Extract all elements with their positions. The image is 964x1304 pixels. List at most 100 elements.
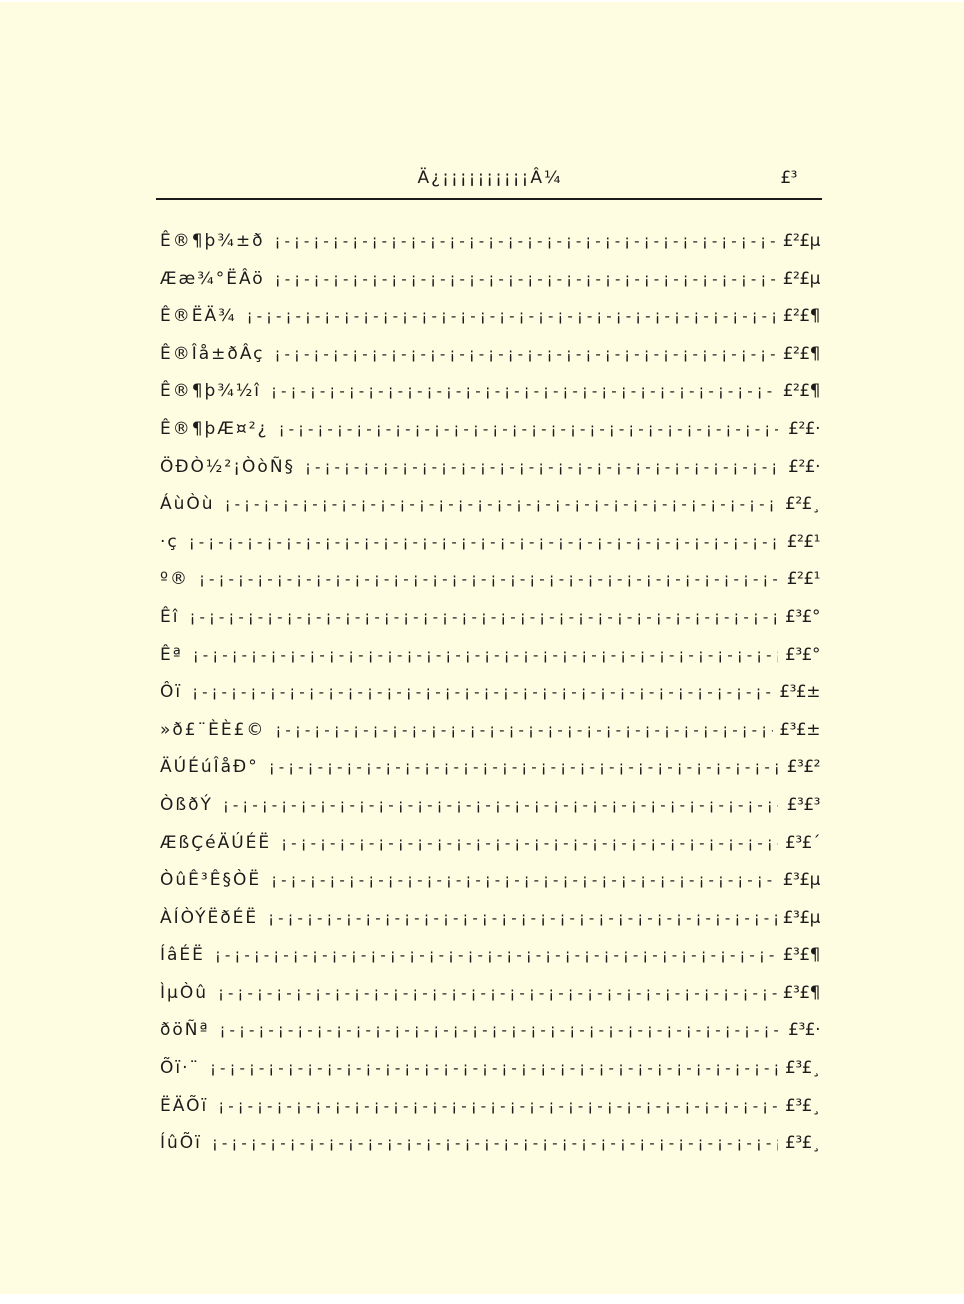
toc-entry: Ê®Îå±ðÂç ¡-¡-¡-¡-¡-¡-¡-¡-¡-¡-¡-¡-¡-¡-¡-¡… — [160, 336, 821, 374]
toc-entry-title: Õï·¨ — [160, 1058, 201, 1079]
dot-leader: ¡-¡-¡-¡-¡-¡-¡-¡-¡-¡-¡-¡-¡-¡-¡-¡-¡-¡-¡-¡-… — [218, 1096, 778, 1115]
toc-entry-page: £³£± — [779, 719, 820, 740]
dot-leader: ¡-¡-¡-¡-¡-¡-¡-¡-¡-¡-¡-¡-¡-¡-¡-¡-¡-¡-¡-¡-… — [210, 1059, 778, 1078]
dot-leader: ¡-¡-¡-¡-¡-¡-¡-¡-¡-¡-¡-¡-¡-¡-¡-¡-¡-¡-¡-¡-… — [274, 232, 776, 250]
toc-entry-title: Êî — [160, 606, 180, 627]
toc-entry-title: ðöÑª — [160, 1020, 210, 1041]
toc-entry-page: £³£¸ — [785, 1095, 820, 1116]
toc-entry-title: ÖÐÒ½²¡ÒòÑ§ — [160, 456, 296, 477]
dot-leader: ¡-¡-¡-¡-¡-¡-¡-¡-¡-¡-¡-¡-¡-¡-¡-¡-¡-¡-¡-¡-… — [271, 871, 777, 890]
page-title: Ä¿¡¡¡¡¡¡¡¡¡¡Â¼ — [417, 168, 563, 188]
toc-entry: ÌµÒû ¡-¡-¡-¡-¡-¡-¡-¡-¡-¡-¡-¡-¡-¡-¡-¡-¡-¡… — [160, 975, 821, 1013]
toc-entry: »ð£¨ÈÈ£© ¡-¡-¡-¡-¡-¡-¡-¡-¡-¡-¡-¡-¡-¡-¡-¡… — [160, 712, 820, 750]
toc-entry-title: Ê®ËÄ¾­ — [160, 306, 237, 327]
header-rule — [156, 198, 822, 200]
dot-leader: ¡-¡-¡-¡-¡-¡-¡-¡-¡-¡-¡-¡-¡-¡-¡-¡-¡-¡-¡-¡-… — [271, 382, 777, 401]
page-header: Ä¿¡¡¡¡¡¡¡¡¡¡Â¼ £³ — [160, 168, 820, 194]
dot-leader: ¡-¡-¡-¡-¡-¡-¡-¡-¡-¡-¡-¡-¡-¡-¡-¡-¡-¡-¡-¡-… — [278, 419, 778, 438]
dot-leader: ¡-¡-¡-¡-¡-¡-¡-¡-¡-¡-¡-¡-¡-¡-¡-¡-¡-¡-¡-¡-… — [211, 1134, 778, 1153]
toc-entry-page: £²£µ — [782, 268, 821, 289]
dot-leader: ¡-¡-¡-¡-¡-¡-¡-¡-¡-¡-¡-¡-¡-¡-¡-¡-¡-¡-¡-¡-… — [275, 720, 773, 739]
dot-leader: ¡-¡-¡-¡-¡-¡-¡-¡-¡-¡-¡-¡-¡-¡-¡-¡-¡-¡-¡-¡-… — [274, 344, 777, 363]
toc-entry-page: £³£¸ — [785, 1058, 820, 1079]
toc-entry-page: £²£¶ — [782, 381, 821, 402]
dot-leader: ¡-¡-¡-¡-¡-¡-¡-¡-¡-¡-¡-¡-¡-¡-¡-¡-¡-¡-¡-¡-… — [305, 457, 778, 476]
toc-entry-page: £³£´ — [785, 832, 820, 853]
toc-entry: Êª ¡-¡-¡-¡-¡-¡-¡-¡-¡-¡-¡-¡-¡-¡-¡-¡-¡-¡-¡… — [160, 637, 821, 675]
toc-entry-title: ÒûÊ³Ê§ÒË — [160, 870, 262, 891]
toc-entry: ËÄÕï ¡-¡-¡-¡-¡-¡-¡-¡-¡-¡-¡-¡-¡-¡-¡-¡-¡-¡… — [160, 1088, 821, 1126]
toc-entry: Õï·¨ ¡-¡-¡-¡-¡-¡-¡-¡-¡-¡-¡-¡-¡-¡-¡-¡-¡-¡… — [160, 1050, 821, 1088]
toc-entry: ÁùÒù ¡-¡-¡-¡-¡-¡-¡-¡-¡-¡-¡-¡-¡-¡-¡-¡-¡-¡… — [160, 486, 821, 524]
toc-entry-title: Ê®¶þÆ¤²¿ — [160, 418, 269, 439]
dot-leader: ¡-¡-¡-¡-¡-¡-¡-¡-¡-¡-¡-¡-¡-¡-¡-¡-¡-¡-¡-¡-… — [214, 946, 777, 965]
dot-leader: ¡-¡-¡-¡-¡-¡-¡-¡-¡-¡-¡-¡-¡-¡-¡-¡-¡-¡-¡-¡-… — [188, 532, 778, 551]
toc-entry: Ê®¶þ¾­½î ¡-¡-¡-¡-¡-¡-¡-¡-¡-¡-¡-¡-¡-¡-¡-¡… — [160, 373, 821, 411]
table-of-contents: Ê®¶þ¾­±ð ¡-¡-¡-¡-¡-¡-¡-¡-¡-¡-¡-¡-¡-¡-¡-¡… — [160, 223, 821, 1163]
toc-entry-title: ÄÚÉúÎåÐ° — [160, 757, 259, 778]
toc-entry-title: ÒßðÝ — [160, 794, 213, 815]
toc-entry-page: £²£¶ — [782, 306, 821, 327]
dot-leader: ¡-¡-¡-¡-¡-¡-¡-¡-¡-¡-¡-¡-¡-¡-¡-¡-¡-¡-¡-¡-… — [281, 833, 778, 852]
toc-entry-page: £³£¶ — [782, 945, 821, 966]
toc-entry-title: »ð£¨ÈÈ£© — [160, 719, 266, 740]
toc-entry-page: £³£± — [779, 682, 820, 703]
toc-entry-page: £³£¶ — [782, 982, 821, 1003]
toc-entry: ÆßÇéÄÚÉË ¡-¡-¡-¡-¡-¡-¡-¡-¡-¡-¡-¡-¡-¡-¡-¡… — [160, 825, 821, 863]
toc-entry-page: £³£µ — [782, 870, 821, 891]
dot-leader: ¡-¡-¡-¡-¡-¡-¡-¡-¡-¡-¡-¡-¡-¡-¡-¡-¡-¡-¡-¡-… — [218, 983, 777, 1002]
toc-entry-title: ·ç — [160, 531, 179, 552]
toc-entry-title: ËÄÕï — [160, 1095, 209, 1116]
dot-leader: ¡-¡-¡-¡-¡-¡-¡-¡-¡-¡-¡-¡-¡-¡-¡-¡-¡-¡-¡-¡-… — [192, 683, 773, 702]
toc-entry-title: ÌµÒû — [160, 982, 208, 1003]
toc-entry: ÀÍÒÝËðÉË ¡-¡-¡-¡-¡-¡-¡-¡-¡-¡-¡-¡-¡-¡-¡-¡… — [160, 900, 821, 938]
dot-leader: ¡-¡-¡-¡-¡-¡-¡-¡-¡-¡-¡-¡-¡-¡-¡-¡-¡-¡-¡-¡-… — [268, 908, 777, 927]
toc-entry: ÖÐÒ½²¡ÒòÑ§ ¡-¡-¡-¡-¡-¡-¡-¡-¡-¡-¡-¡-¡-¡-¡… — [160, 449, 821, 487]
toc-entry-title: ÀÍÒÝËðÉË — [160, 907, 259, 928]
toc-entry-page: £²£¹ — [786, 531, 821, 552]
toc-entry-page: £²£¶ — [782, 343, 821, 364]
toc-entry: ÍâÉË ¡-¡-¡-¡-¡-¡-¡-¡-¡-¡-¡-¡-¡-¡-¡-¡-¡-¡… — [160, 937, 821, 975]
toc-entry-page: £²£µ — [782, 231, 821, 251]
toc-entry: Ê®¶þ¾­±ð ¡-¡-¡-¡-¡-¡-¡-¡-¡-¡-¡-¡-¡-¡-¡-¡… — [160, 223, 821, 261]
toc-entry: Ææ¾­°ËÂö ¡-¡-¡-¡-¡-¡-¡-¡-¡-¡-¡-¡-¡-¡-¡-¡… — [160, 261, 821, 299]
toc-entry: ÄÚÉúÎåÐ° ¡-¡-¡-¡-¡-¡-¡-¡-¡-¡-¡-¡-¡-¡-¡-¡… — [160, 749, 821, 787]
toc-entry-page: £²£· — [788, 418, 820, 439]
toc-entry-page: £²£¸ — [785, 494, 820, 515]
dot-leader: ¡-¡-¡-¡-¡-¡-¡-¡-¡-¡-¡-¡-¡-¡-¡-¡-¡-¡-¡-¡-… — [222, 795, 778, 814]
dot-leader: ¡-¡-¡-¡-¡-¡-¡-¡-¡-¡-¡-¡-¡-¡-¡-¡-¡-¡-¡-¡-… — [224, 495, 778, 514]
toc-entry-page: £²£· — [788, 456, 820, 477]
toc-entry: Ê®ËÄ¾­ ¡-¡-¡-¡-¡-¡-¡-¡-¡-¡-¡-¡-¡-¡-¡-¡-¡… — [160, 298, 821, 336]
dot-leader: ¡-¡-¡-¡-¡-¡-¡-¡-¡-¡-¡-¡-¡-¡-¡-¡-¡-¡-¡-¡-… — [189, 607, 778, 626]
toc-entry-page: £³£³ — [786, 794, 821, 815]
toc-entry: Êî ¡-¡-¡-¡-¡-¡-¡-¡-¡-¡-¡-¡-¡-¡-¡-¡-¡-¡-¡… — [160, 599, 821, 637]
toc-entry-page: £²£¹ — [786, 569, 821, 590]
toc-entry-page: £³£² — [786, 757, 821, 778]
toc-entry: ·ç ¡-¡-¡-¡-¡-¡-¡-¡-¡-¡-¡-¡-¡-¡-¡-¡-¡-¡-¡… — [160, 524, 821, 562]
toc-entry: ÒûÊ³Ê§ÒË ¡-¡-¡-¡-¡-¡-¡-¡-¡-¡-¡-¡-¡-¡-¡-¡… — [160, 862, 821, 900]
toc-entry: ðöÑª ¡-¡-¡-¡-¡-¡-¡-¡-¡-¡-¡-¡-¡-¡-¡-¡-¡-¡… — [160, 1012, 821, 1050]
toc-entry-title: Ê®¶þ¾­±ð — [160, 231, 265, 251]
toc-entry-page: £³£µ — [782, 907, 821, 928]
header-page-number: £³ — [780, 168, 797, 188]
toc-entry-page: £³£° — [785, 606, 820, 627]
toc-entry-page: £³£¸ — [785, 1133, 820, 1154]
dot-leader: ¡-¡-¡-¡-¡-¡-¡-¡-¡-¡-¡-¡-¡-¡-¡-¡-¡-¡-¡-¡-… — [274, 269, 777, 288]
toc-entry-title: ÁùÒù — [160, 494, 215, 515]
toc-entry-page: £³£· — [788, 1020, 820, 1041]
toc-entry: Ôï ¡-¡-¡-¡-¡-¡-¡-¡-¡-¡-¡-¡-¡-¡-¡-¡-¡-¡-¡… — [160, 674, 820, 712]
toc-entry: ÒßðÝ ¡-¡-¡-¡-¡-¡-¡-¡-¡-¡-¡-¡-¡-¡-¡-¡-¡-¡… — [160, 787, 821, 825]
toc-entry: ÍûÕï ¡-¡-¡-¡-¡-¡-¡-¡-¡-¡-¡-¡-¡-¡-¡-¡-¡-¡… — [160, 1125, 821, 1163]
dot-leader: ¡-¡-¡-¡-¡-¡-¡-¡-¡-¡-¡-¡-¡-¡-¡-¡-¡-¡-¡-¡-… — [246, 307, 777, 326]
toc-entry-page: £³£° — [785, 644, 820, 665]
toc-entry-title: ÍûÕï — [160, 1133, 202, 1154]
toc-entry-title: ÆßÇéÄÚÉË — [160, 832, 272, 853]
dot-leader: ¡-¡-¡-¡-¡-¡-¡-¡-¡-¡-¡-¡-¡-¡-¡-¡-¡-¡-¡-¡-… — [219, 1021, 778, 1040]
toc-entry-title: º® — [160, 569, 190, 590]
toc-entry-title: Ææ¾­°ËÂö — [160, 268, 265, 289]
dot-leader: ¡-¡-¡-¡-¡-¡-¡-¡-¡-¡-¡-¡-¡-¡-¡-¡-¡-¡-¡-¡-… — [199, 570, 778, 589]
toc-entry-title: Ê®Îå±ðÂç — [160, 343, 265, 364]
dot-leader: ¡-¡-¡-¡-¡-¡-¡-¡-¡-¡-¡-¡-¡-¡-¡-¡-¡-¡-¡-¡-… — [268, 758, 778, 777]
toc-entry-title: ÍâÉË — [160, 945, 205, 966]
toc-entry-title: Êª — [160, 644, 183, 665]
